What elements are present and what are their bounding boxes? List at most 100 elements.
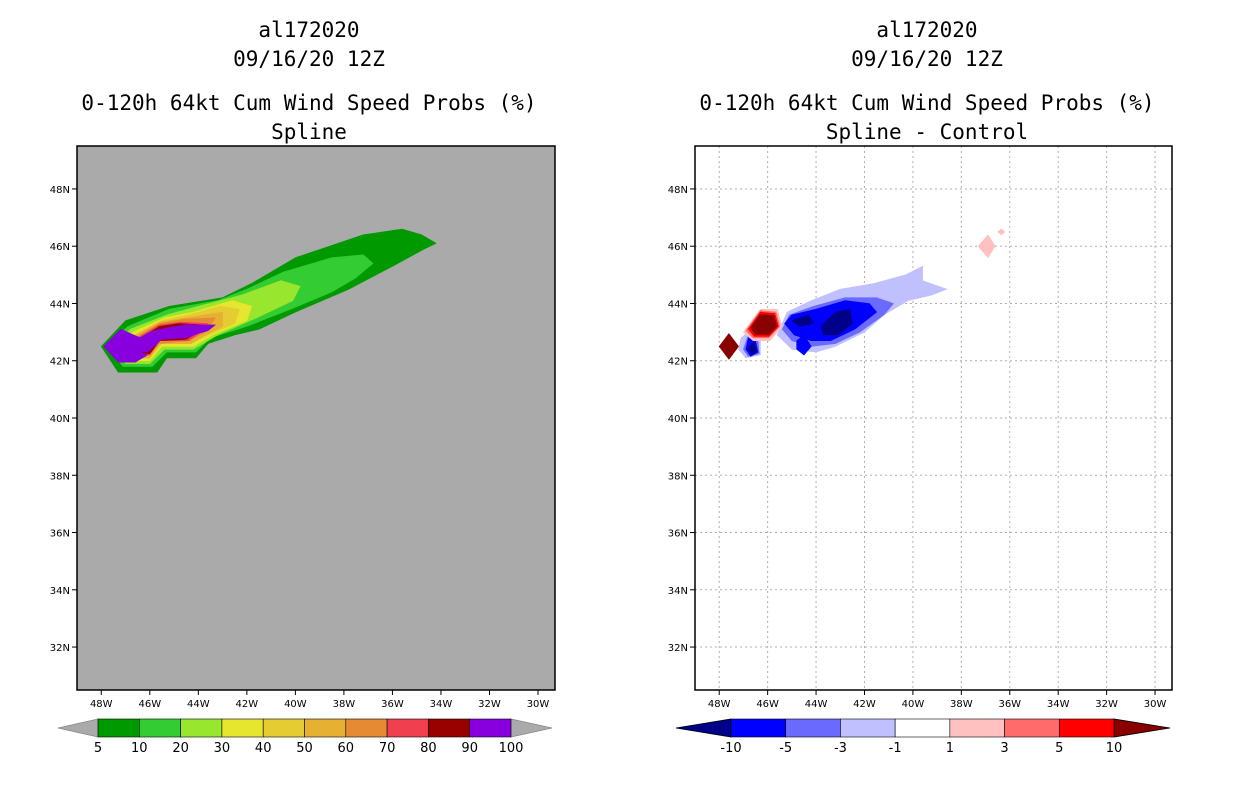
- colorbar: 5 10 20 30 40 50 60 70 80 90 100: [57, 718, 553, 756]
- colorbar-under-triangle: [57, 718, 99, 738]
- colorbar-swatch: [262, 718, 305, 738]
- contour-1: [977, 234, 996, 259]
- contour-neg10: [791, 314, 814, 327]
- x-tick-label: 46W: [138, 699, 161, 710]
- y-tick-label: 32N: [668, 643, 688, 654]
- map-background: [77, 146, 555, 690]
- right-subtitle: Spline - Control: [825, 120, 1029, 144]
- colorbar-swatch: [1058, 718, 1115, 738]
- contour-10: [750, 314, 778, 335]
- left-datetime: 09/16/20 12Z: [233, 47, 385, 71]
- y-tick-label: 40N: [668, 414, 688, 425]
- x-tick-label: 48W: [708, 699, 731, 710]
- x-tick-label: 34W: [1047, 699, 1070, 710]
- colorbar-swatch: [428, 718, 470, 738]
- x-tick-label: 36W: [998, 699, 1021, 710]
- contour-neg10: [747, 341, 758, 356]
- colorbar-label: -5: [779, 741, 792, 756]
- left-subtitle: Spline: [271, 120, 347, 144]
- y-tick-label: 44N: [668, 299, 688, 310]
- colorbar-label: 10: [131, 741, 148, 756]
- y-tick-label: 48N: [668, 185, 688, 196]
- x-tick-label: 30W: [527, 699, 550, 710]
- colorbar-swatch: [785, 718, 841, 738]
- x-tick-label: 34W: [430, 699, 453, 710]
- colorbar-label: 1: [946, 741, 954, 756]
- y-tick-label: 38N: [50, 471, 70, 482]
- y-tick-label: 40N: [50, 414, 70, 425]
- y-tick-label: 34N: [668, 586, 688, 597]
- x-tick-label: 46W: [756, 699, 779, 710]
- y-tick-label: 36N: [50, 529, 70, 540]
- contour-90: [103, 324, 216, 363]
- x-tick-label: 44W: [187, 699, 210, 710]
- contour-neg10: [820, 308, 853, 336]
- colorbar-swatch: [949, 718, 1005, 738]
- contour-neg5: [796, 334, 812, 356]
- colorbar-label: -10: [720, 741, 741, 756]
- x-tick-label: 36W: [381, 699, 404, 710]
- map-background: [695, 146, 1172, 690]
- colorbar-swatch: [221, 718, 264, 738]
- colorbar-label: 90: [461, 741, 478, 756]
- contour-10: [718, 333, 739, 360]
- right-storm-id: al172020: [876, 18, 978, 42]
- colorbar-label: 5: [94, 741, 102, 756]
- colorbar-over-triangle: [510, 718, 553, 738]
- colorbar-swatch: [1004, 718, 1060, 738]
- right-datetime: 09/16/20 12Z: [851, 47, 1003, 71]
- contour-layer: [101, 228, 437, 373]
- y-tick-label: 36N: [668, 529, 688, 540]
- colorbar-swatch: [345, 718, 388, 738]
- left-product-title: 0-120h 64kt Cum Wind Speed Probs (%): [81, 91, 537, 115]
- x-tick-label: 48W: [90, 699, 113, 710]
- colorbar-label: 20: [172, 741, 189, 756]
- y-tick-label: 32N: [50, 643, 70, 654]
- x-tick-label: 30W: [1144, 699, 1167, 710]
- colorbar-label: 30: [214, 741, 231, 756]
- contour-1: [997, 228, 1006, 236]
- colorbar-swatch: [180, 718, 223, 738]
- colorbar-over-triangle: [1113, 718, 1171, 738]
- y-tick-label: 42N: [668, 357, 688, 368]
- panel-spline: 48W 46W 44W 42W 40W 38W 36W 34W 32W 30W 32N 34N 36N 3…: [50, 145, 556, 756]
- colorbar-swatch: [894, 718, 951, 738]
- x-tick-label: 44W: [805, 699, 828, 710]
- x-tick-label: 38W: [333, 699, 356, 710]
- y-tick-label: 38N: [668, 471, 688, 482]
- colorbar-label: 100: [499, 741, 524, 756]
- colorbar-swatch: [469, 718, 512, 738]
- colorbar-label: -1: [889, 741, 902, 756]
- x-tick-label: 32W: [478, 699, 501, 710]
- colorbar-label: 5: [1055, 741, 1063, 756]
- colorbar-swatch: [304, 718, 347, 738]
- colorbar-swatch: [840, 718, 896, 738]
- x-tick-label: 38W: [950, 699, 973, 710]
- x-tick-label: 32W: [1095, 699, 1118, 710]
- colorbar-label: 80: [420, 741, 437, 756]
- y-tick-label: 46N: [50, 242, 70, 253]
- colorbar-swatch: [139, 718, 181, 738]
- contour-layer: [718, 228, 1006, 360]
- colorbar-label: 40: [255, 741, 272, 756]
- y-tick-label: 46N: [668, 242, 688, 253]
- colorbar-swatch: [730, 718, 787, 738]
- y-tick-label: 34N: [50, 586, 70, 597]
- colorbar-label: 70: [379, 741, 396, 756]
- x-tick-label: 40W: [284, 699, 307, 710]
- x-tick-label: 40W: [902, 699, 925, 710]
- right-product-title: 0-120h 64kt Cum Wind Speed Probs (%): [699, 91, 1155, 115]
- left-storm-id: al172020: [258, 18, 360, 42]
- y-tick-label: 42N: [50, 357, 70, 368]
- colorbar-swatch: [386, 718, 429, 738]
- y-tick-label: 44N: [50, 299, 70, 310]
- colorbar: -10 -5 -3 -1 1 3 5 10: [675, 718, 1171, 756]
- colorbar-swatch: [97, 718, 140, 738]
- colorbar-label: -3: [834, 741, 847, 756]
- y-tick-label: 48N: [50, 185, 70, 196]
- x-tick-label: 42W: [236, 699, 259, 710]
- panel-difference: 48W 46W 44W 42W 40W 38W 36W 34W 32W 30W 32N 34N 36N 3…: [668, 145, 1173, 756]
- colorbar-label: 50: [296, 741, 313, 756]
- x-tick-label: 42W: [853, 699, 876, 710]
